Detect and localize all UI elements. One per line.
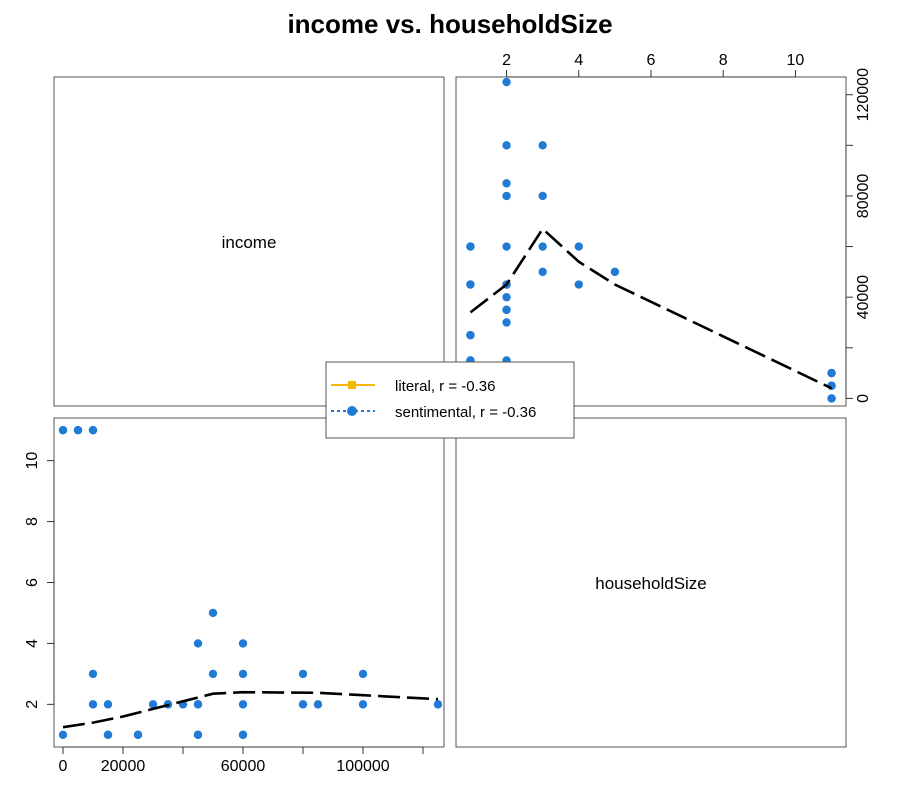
axis-left-tick-label-0: 2: [24, 700, 41, 709]
point-tr-22: [502, 191, 511, 201]
point-tr-30: [466, 280, 475, 289]
axis-top-tick-label-2: 6: [647, 52, 656, 69]
diagonal-label-income: income: [222, 233, 277, 252]
legend-box: [325, 361, 575, 439]
point-tr-29: [502, 305, 511, 315]
point-tr-18: [538, 242, 547, 251]
point-tr-26: [502, 77, 511, 87]
panel-top-left: [53, 76, 445, 407]
point-bl-0: [58, 730, 68, 740]
point-bl-30: [193, 730, 203, 740]
legend: literal, r = -0.36 sentimental, r = -0.3…: [325, 361, 575, 439]
axis-left-tick-label-3: 8: [24, 517, 41, 526]
point-tr-28: [466, 330, 475, 340]
axis-left-tick-label-2: 6: [24, 578, 41, 587]
panel-bottom-right: [455, 417, 847, 748]
point-bl-22: [298, 700, 308, 709]
point-bl-7: [103, 700, 113, 709]
point-tr-19: [502, 242, 511, 251]
chart-marks: [58, 77, 836, 740]
point-tr-23: [502, 179, 511, 188]
point-bl-16: [208, 669, 218, 679]
point-bl-31: [193, 700, 203, 709]
diagonal-label-householdSize: householdSize: [595, 574, 707, 593]
point-bl-33: [58, 425, 68, 435]
point-bl-23: [313, 700, 323, 709]
point-tr-15: [610, 267, 620, 277]
point-tr-11: [502, 292, 511, 302]
panel-top-right: [455, 76, 847, 407]
axis-right-tick-label-2: 40000: [855, 275, 872, 320]
chart-title: income vs. householdSize: [287, 9, 612, 39]
point-bl-21: [298, 669, 308, 679]
axis-bottom-tick-label-5: 100000: [336, 758, 389, 775]
axis-right-tick-label-4: 80000: [855, 174, 872, 219]
point-tr-35: [827, 368, 836, 378]
point-bl-18: [238, 669, 248, 679]
smooth-line-bottom-left: [62, 690, 439, 729]
point-bl-24: [358, 669, 368, 679]
axis-left-tick-label-4: 10: [24, 452, 41, 470]
point-bl-12: [193, 639, 203, 648]
axis-right-tick-label-0: 0: [855, 394, 872, 403]
axis-bottom-tick-label-0: 0: [59, 758, 68, 775]
point-bl-34: [73, 425, 83, 435]
point-bl-9: [148, 700, 158, 709]
axis-top-tick-label-4: 10: [787, 52, 805, 69]
point-bl-28: [133, 730, 143, 740]
legend-marker-literal: [348, 381, 356, 389]
axis-top-tick-label-1: 4: [574, 52, 583, 69]
point-bl-27: [103, 730, 113, 740]
point-bl-32: [238, 730, 248, 740]
point-bl-5: [88, 700, 98, 709]
point-tr-24: [538, 141, 547, 150]
axis-bottom-tick-label-3: 60000: [221, 758, 266, 775]
point-tr-17: [574, 242, 583, 251]
smooth-line-top-right: [469, 226, 833, 390]
axis-right-tick-label-6: 120000: [855, 68, 872, 121]
axis-left-tick-label-1: 4: [24, 639, 41, 648]
point-bl-19: [238, 700, 248, 709]
point-bl-35: [88, 425, 98, 435]
axis-top-tick-label-3: 8: [719, 52, 728, 69]
axis-top-tick-label-0: 2: [502, 52, 511, 69]
point-bl-25: [358, 700, 368, 709]
legend-label-literal: literal, r = -0.36: [395, 378, 495, 395]
point-tr-12: [574, 280, 583, 289]
point-bl-15: [208, 608, 218, 618]
point-bl-26: [433, 700, 443, 709]
legend-label-sentimental: sentimental, r = -0.36: [395, 404, 536, 421]
point-tr-33: [827, 394, 836, 403]
legend-marker-sentimental: [347, 406, 357, 416]
point-tr-25: [502, 141, 511, 150]
point-tr-32: [466, 242, 475, 251]
point-bl-4: [88, 669, 98, 679]
point-tr-21: [538, 191, 547, 201]
point-tr-9: [502, 318, 511, 327]
point-tr-16: [538, 267, 547, 277]
chart-axes: 2 4 6 8 10 0 40000 80000 120000 2 4 6 8 10 0 20000 60000…: [24, 52, 872, 775]
axis-bottom-tick-label-1: 20000: [101, 758, 146, 775]
point-bl-17: [238, 639, 248, 648]
